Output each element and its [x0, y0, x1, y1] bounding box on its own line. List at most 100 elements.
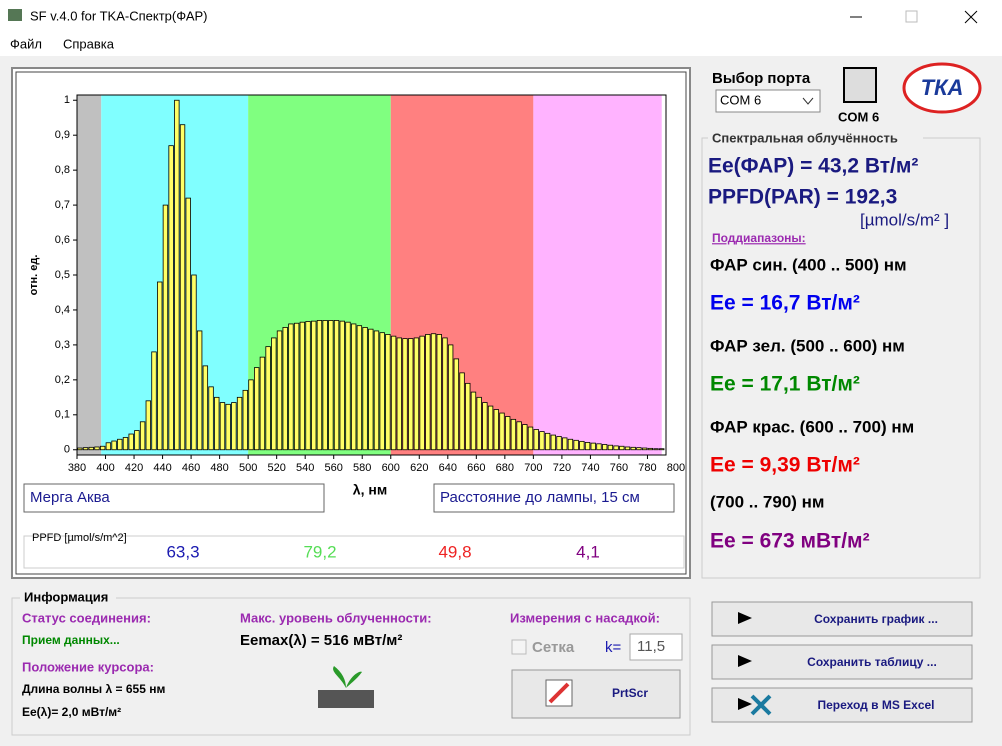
bar	[493, 409, 499, 451]
bar	[356, 325, 363, 451]
bar	[482, 402, 488, 451]
sample-box[interactable]	[23, 483, 325, 513]
bar	[465, 382, 471, 451]
bar	[350, 323, 357, 451]
bar	[157, 281, 163, 451]
bar	[276, 330, 283, 451]
port-select[interactable]	[715, 89, 821, 113]
bar	[596, 443, 602, 451]
grid-checkbox-label: Сетка	[532, 639, 575, 656]
bar	[647, 447, 653, 451]
bar	[219, 402, 226, 451]
bar	[236, 396, 243, 451]
bar	[653, 448, 659, 451]
bar	[88, 446, 94, 451]
status: Прием данных...	[22, 633, 120, 647]
prtscr-button[interactable]	[511, 669, 681, 719]
bar	[208, 386, 214, 451]
bar	[339, 320, 345, 451]
com-label: COM 6	[838, 109, 879, 124]
x-tick-label: 540	[296, 462, 314, 474]
bar	[311, 320, 317, 451]
chart-frame-inner	[15, 71, 687, 575]
range-value: Ee = 17,1 Вт/м²	[710, 373, 860, 396]
y-tick-label: 0,2	[55, 374, 70, 386]
range-label: ФАР зел. (500 .. 600) нм	[710, 336, 905, 355]
range-label: ФАР крас. (600 .. 700) нм	[710, 417, 914, 436]
port-label: Выбор порта	[712, 70, 811, 87]
range-label: ФАР син. (400 .. 500) нм	[710, 255, 907, 274]
band	[77, 95, 102, 455]
logo	[902, 62, 982, 114]
band	[533, 95, 662, 455]
x-tick-label: 600	[382, 462, 400, 474]
max-value: Eemax(λ) = 516 мВт/м²	[240, 632, 402, 649]
bar	[436, 334, 442, 451]
range-value: Ee = 9,39 Вт/м²	[710, 454, 860, 477]
title-bar	[0, 0, 1002, 56]
bar	[470, 391, 477, 451]
x-tick-label: 680	[496, 462, 514, 474]
bar	[259, 356, 266, 451]
bar	[322, 320, 328, 451]
irradiance-title: Спектральная облучённость	[712, 130, 898, 145]
bar	[613, 445, 619, 451]
menu-help[interactable]: Справка	[63, 36, 115, 51]
bar	[134, 430, 140, 451]
status-label: Статус соединения:	[22, 610, 151, 625]
maximize[interactable]	[905, 10, 918, 23]
y-tick-label: 1	[64, 94, 70, 106]
x-tick-label: 800	[667, 462, 685, 474]
bar	[117, 438, 123, 451]
plot	[73, 94, 667, 459]
distance-box[interactable]	[433, 483, 675, 513]
bar	[111, 440, 117, 451]
bar	[550, 434, 557, 451]
bar	[191, 274, 197, 451]
leaf-icon	[333, 666, 362, 688]
bar	[539, 431, 545, 451]
bar	[77, 447, 83, 451]
bar	[94, 446, 100, 451]
bar	[196, 330, 203, 451]
close[interactable]	[964, 10, 978, 24]
save-chart-button[interactable]	[711, 601, 973, 637]
save-table-button[interactable]	[711, 644, 973, 680]
sample-name: Мерга Аква	[30, 489, 110, 506]
bar	[105, 442, 112, 451]
bar	[288, 323, 294, 451]
k-value: 11,5	[637, 638, 665, 655]
bar	[459, 372, 465, 451]
bar	[533, 429, 539, 451]
logo-text: ТКА	[921, 75, 964, 100]
attachment-label: Измерения с насадкой:	[510, 610, 660, 625]
bar	[641, 447, 648, 451]
x-axis-label: λ, нм	[353, 482, 387, 498]
bar	[522, 424, 528, 451]
y-tick-label: 0,9	[55, 129, 70, 141]
ppfd-red: 49,8	[438, 542, 471, 561]
x-tick-label: 500	[239, 462, 257, 474]
com-icon	[843, 67, 877, 103]
k-input[interactable]	[629, 633, 683, 661]
group-title-bg	[708, 131, 923, 145]
x-tick-label: 760	[610, 462, 628, 474]
cursor-label: Положение курсора:	[22, 659, 154, 674]
excel-button[interactable]	[711, 687, 973, 723]
bar	[254, 367, 260, 451]
grid-checkbox[interactable]	[511, 639, 527, 655]
x-tick-label: 640	[439, 462, 457, 474]
bar	[168, 145, 174, 451]
bar	[99, 445, 106, 451]
range-label: (700 .. 790) нм	[710, 492, 825, 511]
bar	[282, 327, 288, 451]
y-tick-label: 0	[64, 444, 70, 456]
bar	[162, 204, 169, 451]
bar	[293, 322, 300, 451]
bar	[573, 439, 579, 451]
bar	[179, 124, 186, 451]
bar	[385, 334, 391, 451]
menu-file[interactable]: Файл	[10, 36, 42, 51]
y-tick-label: 0,3	[55, 339, 70, 351]
